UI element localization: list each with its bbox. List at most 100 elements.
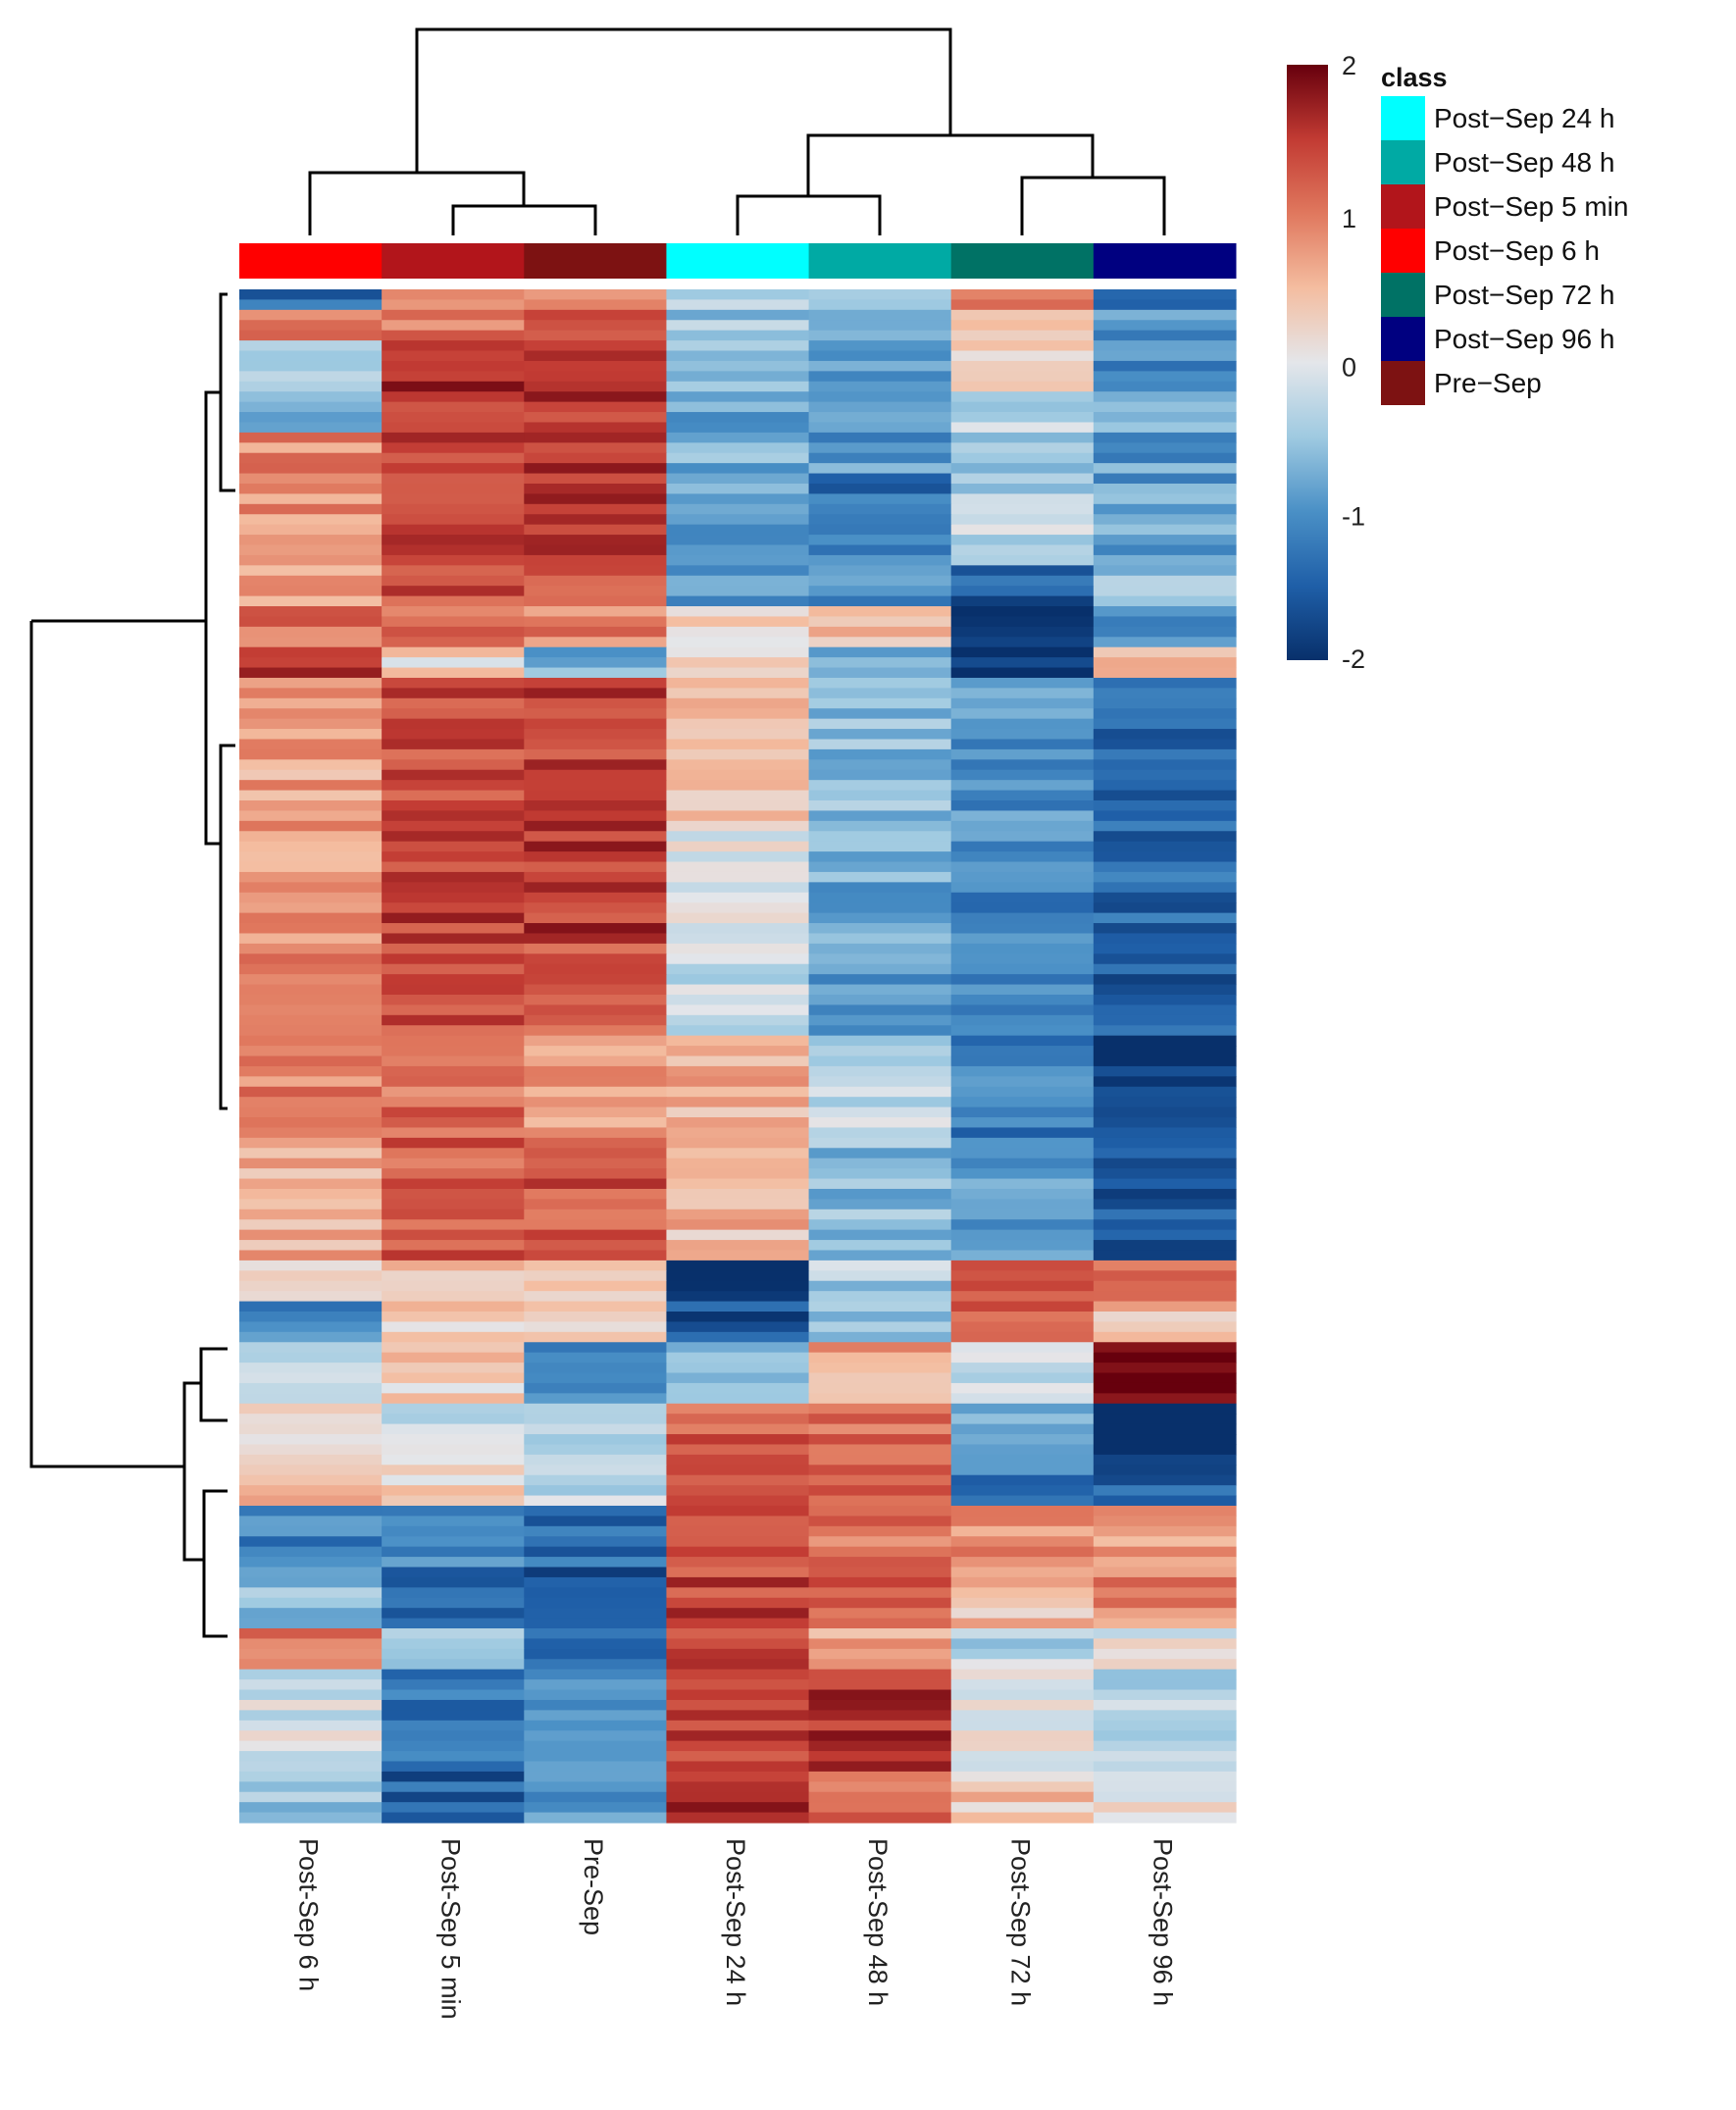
heatmap-cell	[524, 289, 668, 301]
heatmap-cell	[666, 289, 810, 301]
heatmap-cell	[239, 1812, 383, 1824]
heatmap-cell	[808, 984, 952, 996]
heatmap-cell	[239, 810, 383, 822]
heatmap-cell	[382, 708, 525, 720]
heatmap-cell	[1093, 350, 1237, 362]
heatmap-cell	[950, 1761, 1095, 1773]
heatmap-cell	[382, 442, 525, 454]
heatmap-cell	[524, 1761, 668, 1773]
heatmap-cell	[666, 892, 810, 903]
heatmap-cell	[239, 432, 383, 443]
heatmap-cell	[808, 943, 952, 954]
heatmap-cell	[808, 688, 952, 699]
heatmap-cell	[808, 1444, 952, 1456]
heatmap-cell	[382, 1117, 525, 1129]
heatmap-cell	[950, 422, 1095, 434]
legend-label: Pre−Sep	[1434, 368, 1542, 398]
heatmap-cell	[666, 1393, 810, 1405]
heatmap-cell	[524, 1679, 668, 1691]
heatmap-cell	[382, 1557, 525, 1569]
heatmap-cell	[666, 1035, 810, 1047]
heatmap-cell	[382, 565, 525, 577]
heatmap-cell	[808, 1434, 952, 1446]
heatmap-cell	[950, 1004, 1095, 1016]
heatmap-cell	[239, 1525, 383, 1537]
heatmap-cell	[666, 554, 810, 566]
heatmap-cell	[239, 1086, 383, 1098]
heatmap-cell	[239, 953, 383, 965]
heatmap-cell	[950, 1352, 1095, 1364]
heatmap-cell	[382, 688, 525, 699]
heatmap-cell	[950, 606, 1095, 618]
color-scale-tick: 2	[1342, 51, 1356, 80]
heatmap-cell	[950, 1414, 1095, 1425]
heatmap-cell	[666, 1178, 810, 1190]
heatmap-cell	[950, 759, 1095, 771]
heatmap-cell	[524, 1106, 668, 1118]
heatmap-cell	[239, 1106, 383, 1118]
heatmap-cell	[950, 330, 1095, 341]
heatmap-cell	[950, 503, 1095, 515]
heatmap-cell	[382, 1730, 525, 1742]
heatmap-cell	[808, 1188, 952, 1200]
heatmap-cell	[666, 933, 810, 945]
heatmap-cell	[524, 748, 668, 760]
heatmap-cell	[666, 309, 810, 321]
heatmap-cell	[1093, 1485, 1237, 1497]
heatmap-cell	[524, 1505, 668, 1517]
heatmap-cell	[950, 1199, 1095, 1210]
heatmap-cell	[950, 452, 1095, 464]
heatmap-cell	[666, 493, 810, 505]
legend-label: Post−Sep 6 h	[1434, 235, 1600, 266]
heatmap-cell	[950, 1771, 1095, 1782]
heatmap-cell	[950, 882, 1095, 894]
heatmap-cell	[382, 780, 525, 792]
heatmap-cell	[1093, 412, 1237, 424]
heatmap-cell	[666, 800, 810, 812]
heatmap-cell	[382, 1802, 525, 1814]
heatmap-cell	[808, 1454, 952, 1466]
heatmap-cell	[524, 1086, 668, 1098]
heatmap-cell	[1093, 1352, 1237, 1364]
heatmap-cell	[950, 1679, 1095, 1691]
heatmap-cell	[524, 1158, 668, 1169]
heatmap-cell	[808, 810, 952, 822]
heatmap-cell	[666, 616, 810, 628]
heatmap-cell	[524, 1751, 668, 1763]
heatmap-cell	[1093, 586, 1237, 597]
heatmap-cell	[239, 422, 383, 434]
heatmap-cell	[666, 1730, 810, 1742]
heatmap-cell	[524, 1720, 668, 1731]
heatmap-cell	[1093, 1106, 1237, 1118]
heatmap-cell	[808, 1791, 952, 1803]
heatmap-cell	[382, 544, 525, 556]
heatmap-cell	[950, 871, 1095, 883]
heatmap-cell	[808, 575, 952, 587]
heatmap-cell	[1093, 780, 1237, 792]
heatmap-cell	[239, 831, 383, 843]
heatmap-cell	[808, 1802, 952, 1814]
row-dendrogram-merge	[31, 292, 228, 1110]
heatmap-cell	[524, 718, 668, 730]
heatmap-cell	[1093, 320, 1237, 332]
heatmap-cell	[382, 718, 525, 730]
heatmap-cell	[1093, 1291, 1237, 1303]
heatmap-cell	[666, 340, 810, 352]
heatmap-cell	[666, 1260, 810, 1271]
heatmap-cell	[382, 1781, 525, 1793]
heatmap-cell	[808, 1536, 952, 1548]
heatmap-cell	[808, 1557, 952, 1569]
heatmap-cell	[1093, 299, 1237, 311]
heatmap-cell	[524, 1280, 668, 1292]
heatmap-cell	[950, 1659, 1095, 1671]
heatmap-cell	[1093, 646, 1237, 658]
heatmap-cell	[382, 1771, 525, 1782]
heatmap-cell	[808, 412, 952, 424]
heatmap-cell	[239, 299, 383, 311]
heatmap-cell	[808, 1771, 952, 1782]
heatmap-cell	[382, 1219, 525, 1231]
heatmap-cell	[666, 646, 810, 658]
heatmap-cell	[239, 1659, 383, 1671]
heatmap-cell	[524, 953, 668, 965]
heatmap-cell	[950, 1474, 1095, 1486]
